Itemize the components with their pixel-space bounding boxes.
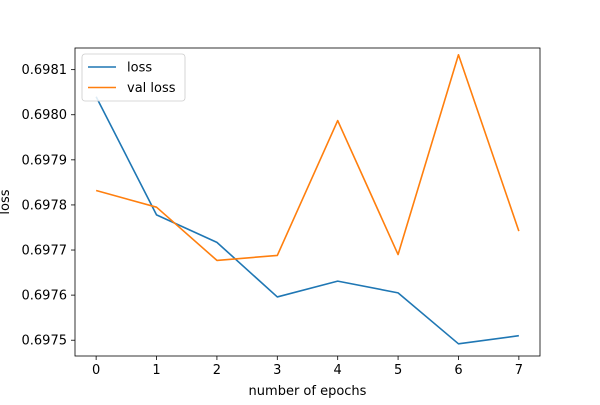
x-tick-label: 4 bbox=[334, 363, 342, 378]
y-tick-label: 0.6979 bbox=[22, 153, 68, 168]
legend-label: val loss bbox=[127, 81, 176, 96]
legend: loss val loss bbox=[81, 53, 186, 102]
y-tick-label: 0.6980 bbox=[22, 108, 68, 123]
x-tick-label: 3 bbox=[273, 363, 281, 378]
y-axis: 0.6975 0.6976 0.6977 0.6978 0.6979 0.6980 0.69… bbox=[22, 63, 75, 349]
y-axis-label: loss bbox=[0, 189, 13, 214]
plot-frame bbox=[74, 47, 541, 357]
y-tick-label: 0.6978 bbox=[22, 198, 68, 213]
series-layer bbox=[95, 53, 520, 345]
y-tick-label: 0.6976 bbox=[22, 289, 68, 304]
x-tick-label: 1 bbox=[152, 363, 160, 378]
legend-label: loss bbox=[127, 61, 152, 76]
y-tick-label: 0.6981 bbox=[22, 63, 68, 78]
x-tick-label: 7 bbox=[515, 363, 523, 378]
x-axis-label: number of epochs bbox=[249, 384, 367, 399]
series-line-val-loss bbox=[95, 53, 520, 262]
x-tick-label: 5 bbox=[394, 363, 402, 378]
x-tick-label: 0 bbox=[92, 363, 100, 378]
y-tick-label: 0.6975 bbox=[22, 334, 68, 349]
x-tick-label: 2 bbox=[213, 363, 221, 378]
legend-box bbox=[81, 53, 186, 102]
series-line-loss bbox=[95, 96, 519, 345]
y-tick-label: 0.6977 bbox=[22, 244, 68, 259]
x-axis: 0 1 2 3 4 5 6 7 bbox=[92, 356, 523, 378]
x-tick-label: 6 bbox=[454, 363, 462, 378]
